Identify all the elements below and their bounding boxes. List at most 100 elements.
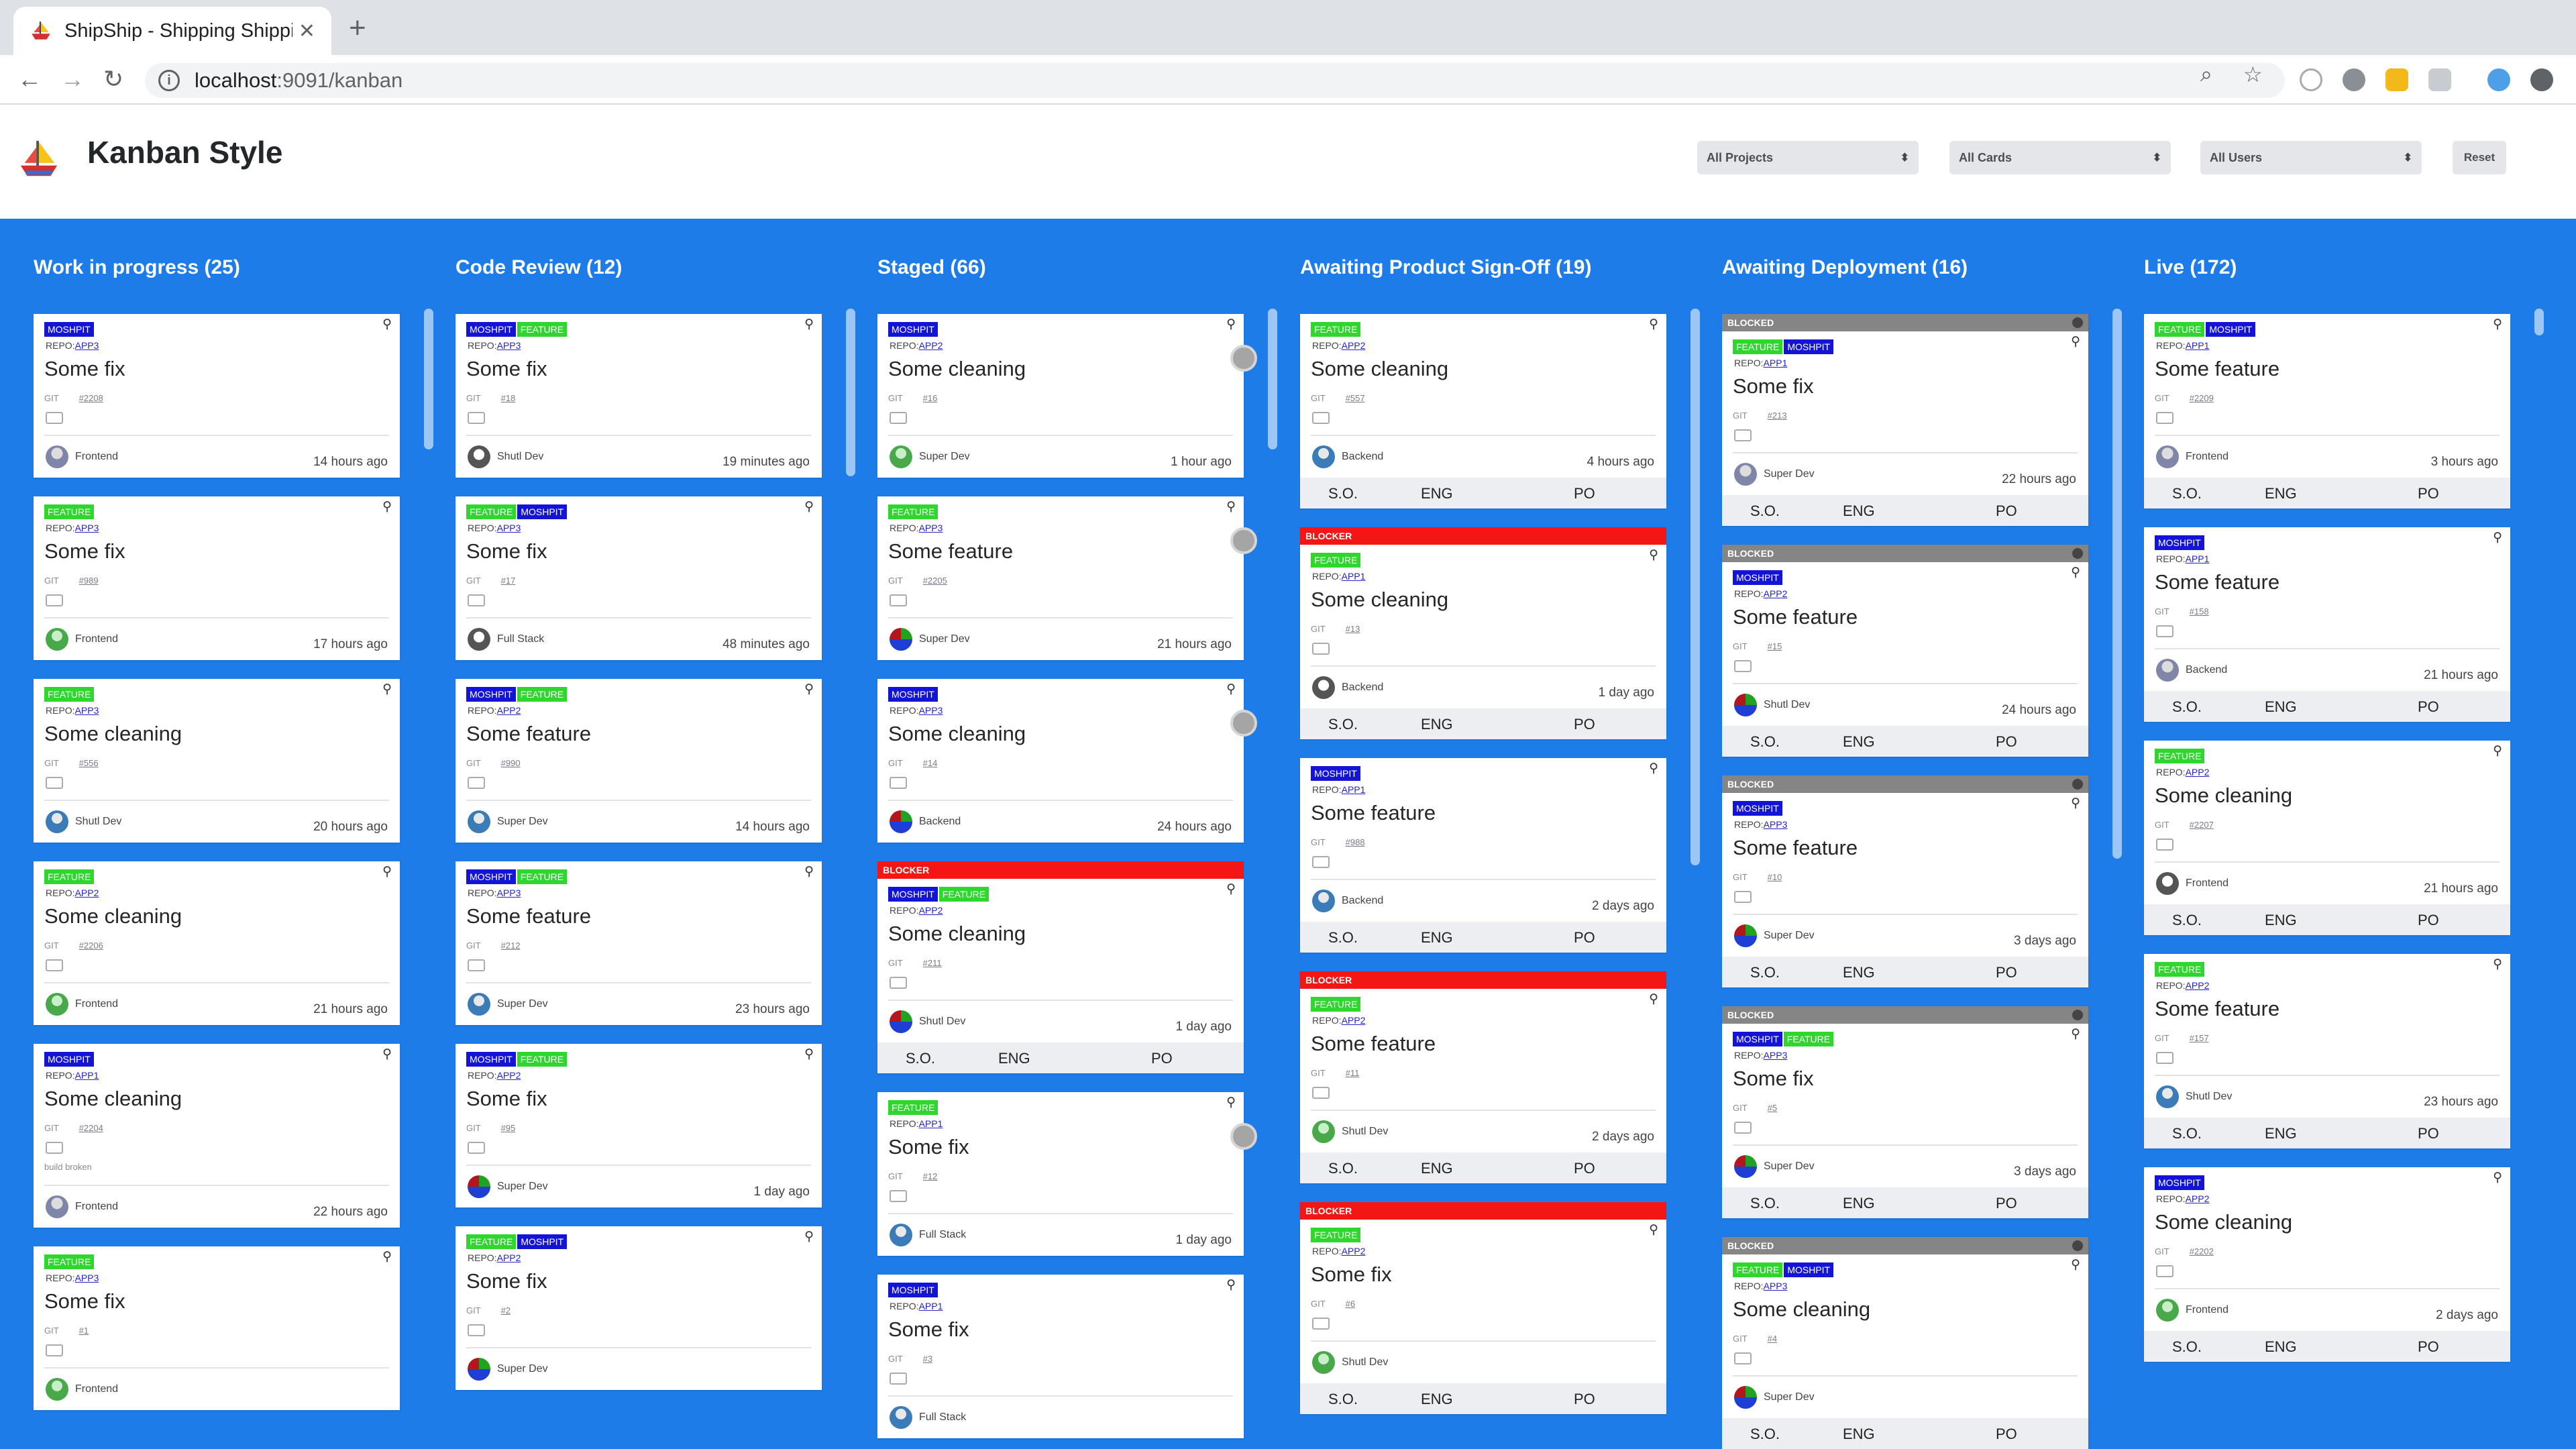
repo-link[interactable]: APP2 bbox=[1341, 340, 1366, 351]
signoff-eng[interactable]: ENG bbox=[1843, 502, 1875, 519]
repo-link[interactable]: APP1 bbox=[2185, 553, 2210, 564]
signoff-eng[interactable]: ENG bbox=[1421, 1391, 1453, 1407]
kanban-card[interactable]: BLOCKED ⚲ MOSHPIT REPO:APP2 Some feature GIT #… bbox=[1722, 545, 2088, 757]
pr-link[interactable]: #10 bbox=[1767, 872, 1782, 882]
pr-link[interactable]: #2202 bbox=[2189, 1246, 2214, 1256]
signoff-eng[interactable]: ENG bbox=[1843, 1426, 1875, 1442]
unblock-icon[interactable] bbox=[2072, 779, 2083, 790]
repo-link[interactable]: APP2 bbox=[2185, 767, 2210, 777]
pr-link[interactable]: #988 bbox=[1345, 837, 1365, 847]
unblock-icon[interactable] bbox=[2072, 548, 2083, 559]
repo-link[interactable]: APP2 bbox=[496, 1070, 521, 1081]
signoff-po[interactable]: PO bbox=[1996, 733, 2017, 750]
comment-icon[interactable] bbox=[890, 777, 907, 789]
url-input[interactable]: i localhost:9091/kanban bbox=[145, 63, 2285, 98]
pr-link[interactable]: #2206 bbox=[78, 941, 103, 951]
kanban-card[interactable]: ⚲ FEATURE MOSHPIT REPO:APP3 Some fix GIT #17 Fu… bbox=[455, 496, 822, 660]
search-icon[interactable]: ⚲ bbox=[1226, 500, 1236, 514]
comment-icon[interactable] bbox=[2156, 839, 2174, 851]
back-arrow-icon[interactable]: ← bbox=[17, 65, 42, 93]
pr-link[interactable]: #14 bbox=[922, 758, 938, 768]
pr-link[interactable]: #990 bbox=[500, 758, 521, 768]
kanban-card[interactable]: ⚲ MOSHPIT REPO:APP1 Some fix GIT #3 Full Stack bbox=[877, 1275, 1244, 1438]
kanban-card[interactable]: ⚲ FEATURE REPO:APP2 Some cleaning GIT #2206 Fr… bbox=[34, 861, 400, 1025]
comment-icon[interactable] bbox=[1734, 1122, 1752, 1134]
clock-icon[interactable] bbox=[1230, 1123, 1257, 1150]
kanban-card[interactable]: ⚲ FEATURE REPO:APP2 Some cleaning GIT #2207 Fr… bbox=[2144, 741, 2510, 935]
repo-link[interactable]: APP1 bbox=[1341, 784, 1366, 795]
comment-icon[interactable] bbox=[468, 594, 485, 606]
repo-link[interactable]: APP2 bbox=[1341, 1246, 1366, 1256]
comment-icon[interactable] bbox=[1734, 891, 1752, 903]
kanban-card[interactable]: ⚲ FEATURE REPO:APP3 Some fix GIT #1 Frontend bbox=[34, 1246, 400, 1410]
comment-icon[interactable] bbox=[468, 1142, 485, 1154]
repo-link[interactable]: APP1 bbox=[918, 1118, 943, 1129]
comment-icon[interactable] bbox=[46, 959, 63, 971]
column-scrollbar[interactable] bbox=[2112, 309, 2122, 859]
signoff-so[interactable]: S.O. bbox=[1750, 1195, 1780, 1212]
search-icon[interactable]: ⚲ bbox=[2493, 1171, 2502, 1185]
search-icon[interactable]: ⚲ bbox=[2071, 796, 2080, 810]
pr-link[interactable]: #15 bbox=[1767, 641, 1782, 651]
pr-link[interactable]: #556 bbox=[78, 758, 99, 768]
signoff-eng[interactable]: ENG bbox=[1843, 733, 1875, 750]
search-icon[interactable]: ⚲ bbox=[1649, 992, 1658, 1006]
signoff-so[interactable]: S.O. bbox=[1750, 502, 1780, 519]
signoff-so[interactable]: S.O. bbox=[1328, 929, 1358, 946]
pr-link[interactable]: #158 bbox=[2189, 606, 2209, 616]
repo-link[interactable]: APP2 bbox=[918, 905, 943, 916]
signoff-po[interactable]: PO bbox=[2418, 485, 2439, 502]
reset-button[interactable]: Reset bbox=[2453, 141, 2506, 174]
comment-icon[interactable] bbox=[2156, 1265, 2174, 1277]
pr-link[interactable]: #95 bbox=[500, 1123, 516, 1133]
pr-link[interactable]: #12 bbox=[922, 1171, 938, 1181]
signoff-eng[interactable]: ENG bbox=[998, 1050, 1030, 1067]
signoff-po[interactable]: PO bbox=[2418, 698, 2439, 715]
signoff-eng[interactable]: ENG bbox=[1843, 1195, 1875, 1212]
comment-icon[interactable] bbox=[890, 412, 907, 424]
search-icon[interactable]: ⚲ bbox=[804, 682, 814, 696]
signoff-so[interactable]: S.O. bbox=[2172, 698, 2202, 715]
pr-link[interactable]: #13 bbox=[1345, 624, 1360, 634]
forward-arrow-icon[interactable]: → bbox=[60, 65, 85, 93]
signoff-so[interactable]: S.O. bbox=[1328, 1391, 1358, 1407]
extension-icon[interactable] bbox=[2428, 68, 2451, 91]
column-scrollbar[interactable] bbox=[1268, 309, 1277, 449]
signoff-so[interactable]: S.O. bbox=[2172, 912, 2202, 928]
search-icon[interactable]: ⚲ bbox=[382, 1047, 392, 1061]
repo-link[interactable]: APP1 bbox=[1341, 571, 1366, 582]
comment-icon[interactable] bbox=[1312, 643, 1330, 655]
signoff-so[interactable]: S.O. bbox=[1750, 733, 1780, 750]
comment-icon[interactable] bbox=[1734, 660, 1752, 672]
kanban-card[interactable]: ⚲ MOSHPIT REPO:APP2 Some cleaning GIT #2202 Fr… bbox=[2144, 1167, 2510, 1362]
kanban-card[interactable]: BLOCKED ⚲ MOSHPIT REPO:APP3 Some feature GIT #… bbox=[1722, 775, 2088, 987]
pr-link[interactable]: #2 bbox=[500, 1305, 511, 1316]
pr-link[interactable]: #18 bbox=[500, 393, 516, 403]
search-icon[interactable]: ⚲ bbox=[1226, 682, 1236, 696]
unblock-icon[interactable] bbox=[2072, 1240, 2083, 1251]
signoff-po[interactable]: PO bbox=[1574, 1391, 1595, 1407]
pr-link[interactable]: #212 bbox=[500, 941, 521, 951]
signoff-so[interactable]: S.O. bbox=[1328, 716, 1358, 733]
comment-icon[interactable] bbox=[890, 1190, 907, 1202]
repo-link[interactable]: APP2 bbox=[2185, 1193, 2210, 1204]
signoff-so[interactable]: S.O. bbox=[1750, 964, 1780, 981]
repo-link[interactable]: APP3 bbox=[74, 523, 99, 533]
signoff-eng[interactable]: ENG bbox=[2265, 912, 2297, 928]
pr-link[interactable]: #2207 bbox=[2189, 820, 2214, 830]
repo-link[interactable]: APP3 bbox=[74, 340, 99, 351]
repo-link[interactable]: APP3 bbox=[496, 340, 521, 351]
repo-link[interactable]: APP3 bbox=[496, 523, 521, 533]
zoom-icon[interactable]: ⌕ bbox=[2200, 62, 2212, 86]
profile-avatar[interactable] bbox=[2487, 68, 2510, 91]
comment-icon[interactable] bbox=[2156, 625, 2174, 637]
pr-link[interactable]: #557 bbox=[1345, 393, 1365, 403]
pr-link[interactable]: #16 bbox=[922, 393, 938, 403]
search-icon[interactable]: ⚲ bbox=[804, 1047, 814, 1061]
search-icon[interactable]: ⚲ bbox=[2493, 744, 2502, 758]
kanban-card[interactable]: ⚲ MOSHPIT REPO:APP2 Some cleaning GIT #16 Supe… bbox=[877, 314, 1257, 478]
signoff-po[interactable]: PO bbox=[1574, 485, 1595, 502]
search-icon[interactable]: ⚲ bbox=[382, 865, 392, 879]
signoff-so[interactable]: S.O. bbox=[1328, 1160, 1358, 1177]
pr-link[interactable]: #6 bbox=[1345, 1299, 1356, 1309]
